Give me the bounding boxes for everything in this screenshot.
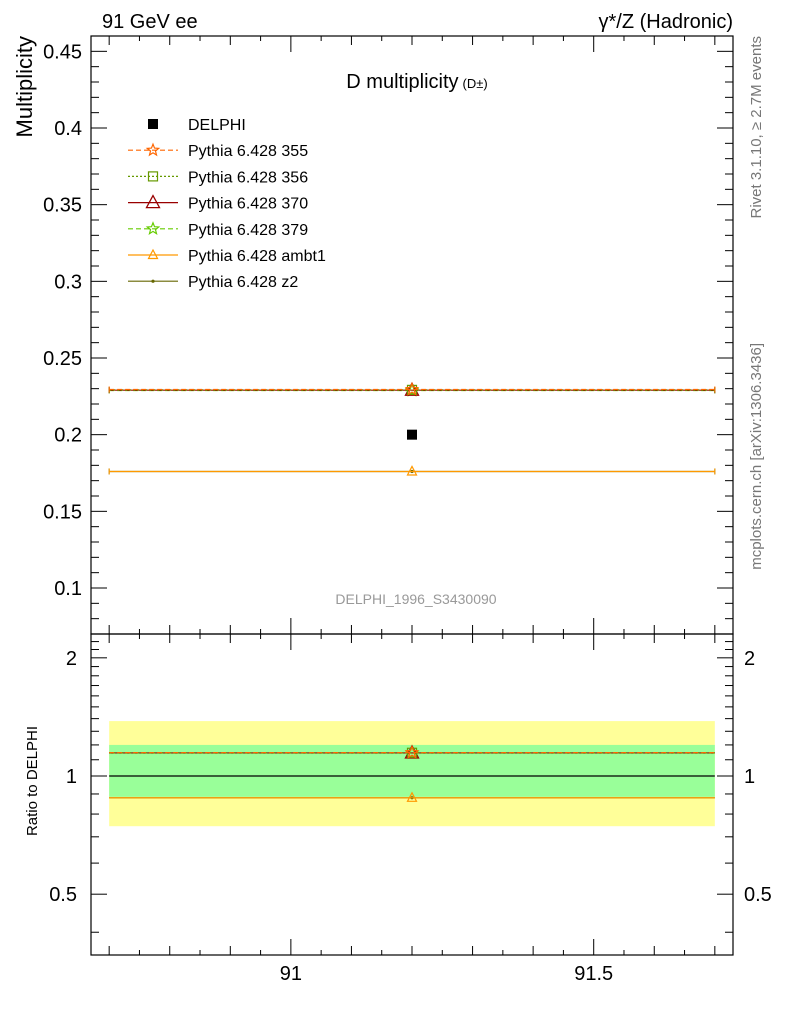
legend-label-4: Pythia 6.428 379 [188, 222, 308, 239]
header-right-label: γ*/Z (Hadronic) [599, 11, 733, 33]
legend-label-5: Pythia 6.428 ambt1 [188, 248, 326, 265]
y-tick-label: 0.3 [54, 271, 82, 293]
legend-label-3: Pythia 6.428 370 [188, 196, 308, 213]
ratio-tick-label-right: 2 [744, 648, 755, 670]
ratio-tick-label-left: 2 [66, 648, 77, 670]
legend-marker-2 [147, 171, 159, 182]
legend-marker-3 [145, 194, 161, 209]
series-marker-0 [404, 381, 420, 396]
y-tick-label: 0.15 [43, 501, 82, 523]
legend-marker-6 [151, 279, 155, 283]
ratio-plot-marks [109, 744, 715, 802]
ratio-tick-label-left: 1 [66, 766, 77, 788]
legend-marker-0 [148, 119, 158, 129]
y-axis-label: Multiplicity [12, 36, 37, 137]
series-marker-4 [406, 465, 418, 476]
y-tick-label: 0.25 [43, 348, 82, 370]
chart-title-main: D multiplicity [346, 71, 458, 93]
legend-marker-4 [145, 221, 161, 235]
ratio-tick-label-right: 0.5 [744, 884, 772, 906]
ratio-tick-label-left: 0.5 [49, 884, 77, 906]
axis-ticks: 91 91.5 0.1 0.15 0.2 0.25 0.3 0.35 0.4 0.45 0.5 0.5… [43, 36, 772, 985]
y-tick-label: 0.2 [54, 425, 82, 447]
ratio-marker-0 [404, 744, 420, 759]
y-tick-label: 0.35 [43, 195, 82, 217]
legend-marker-1 [145, 142, 161, 157]
ratio-y-axis-label: Ratio to DELPHI [24, 726, 41, 836]
y-tick-label: 0.4 [54, 118, 82, 140]
y-tick-label: 0.1 [54, 578, 82, 600]
y-tick-label: 0.45 [43, 41, 82, 63]
ratio-marker-2 [404, 744, 420, 759]
analysis-id-watermark: DELPHI_1996_S3430090 [335, 591, 496, 607]
rivet-version-label: Rivet 3.1.10, ≥ 2.7M events [748, 36, 765, 219]
data-point-delphi [407, 429, 417, 440]
legend-label-1: Pythia 6.428 355 [188, 143, 308, 160]
legend-label-6: Pythia 6.428 z2 [188, 274, 298, 291]
mcplots-label: mcplots.cern.ch [arXiv:1306.3436] [748, 343, 765, 570]
chart-title: D multiplicity (D±) [346, 71, 487, 93]
legend-label-0: DELPHI [188, 117, 246, 134]
legend-marker-5 [147, 248, 159, 260]
legend: DELPHI Pythia 6.428 355 Pythia 6.428 356 Py… [128, 117, 326, 291]
x-tick-label: 91.5 [574, 963, 613, 985]
chart-title-sub: (D±) [463, 76, 488, 91]
ratio-tick-label-right: 1 [744, 766, 755, 788]
header-left-label: 91 GeV ee [102, 11, 198, 33]
ratio-plot-frame [90, 633, 734, 956]
legend-label-2: Pythia 6.428 356 [188, 169, 308, 186]
x-tick-label: 91 [280, 963, 302, 985]
ratio-marker-4 [406, 791, 418, 802]
ratio-bands [109, 721, 715, 827]
main-plot-marks [108, 381, 716, 476]
